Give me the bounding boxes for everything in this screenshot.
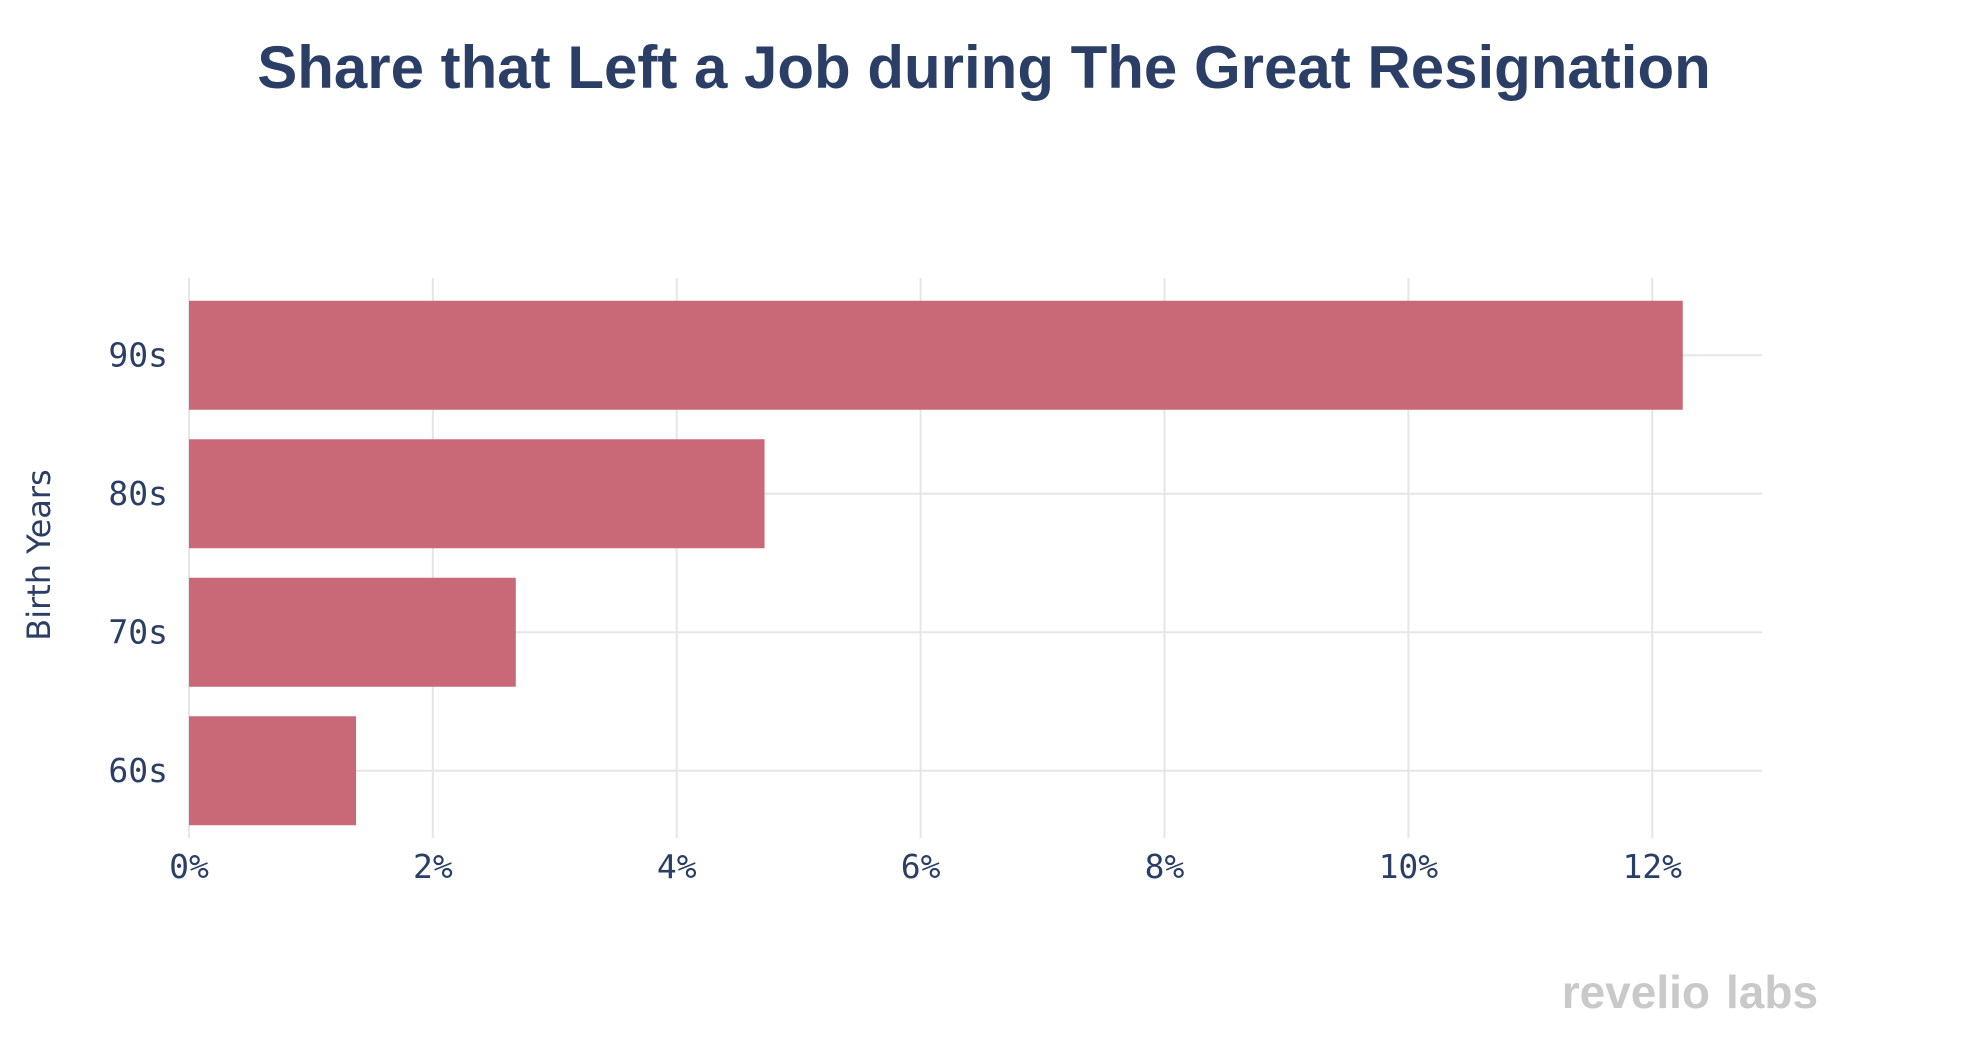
logo-text-labs: labs	[1726, 966, 1818, 1018]
bar-60s	[189, 716, 357, 826]
x-tick-label: 2%	[413, 847, 453, 886]
y-axis-title: Birth Years	[20, 469, 58, 640]
y-tick-label: 70s	[108, 612, 168, 651]
logo-text-revelio: revelio	[1562, 966, 1710, 1018]
revelio-labs-logo: revelio labs	[1562, 966, 1818, 1018]
x-tick-labels: 0% 2% 4% 6% 8% 10% 12%	[169, 847, 1682, 886]
bars	[189, 300, 1683, 826]
y-tick-labels: 90s 80s 70s 60s	[108, 335, 168, 790]
x-tick-label: 4%	[657, 847, 697, 886]
y-tick-label: 90s	[108, 335, 168, 374]
bar-90s	[189, 300, 1683, 410]
x-tick-label: 0%	[169, 847, 209, 886]
bar-80s	[189, 439, 765, 549]
x-tick-label: 12%	[1622, 847, 1682, 886]
y-tick-label: 80s	[108, 474, 168, 513]
x-tick-label: 10%	[1379, 847, 1439, 886]
x-tick-label: 6%	[901, 847, 941, 886]
x-tick-label: 8%	[1145, 847, 1185, 886]
bar-70s	[189, 577, 516, 687]
chart-title: Share that Left a Job during The Great R…	[257, 34, 1711, 101]
y-tick-label: 60s	[108, 751, 168, 790]
